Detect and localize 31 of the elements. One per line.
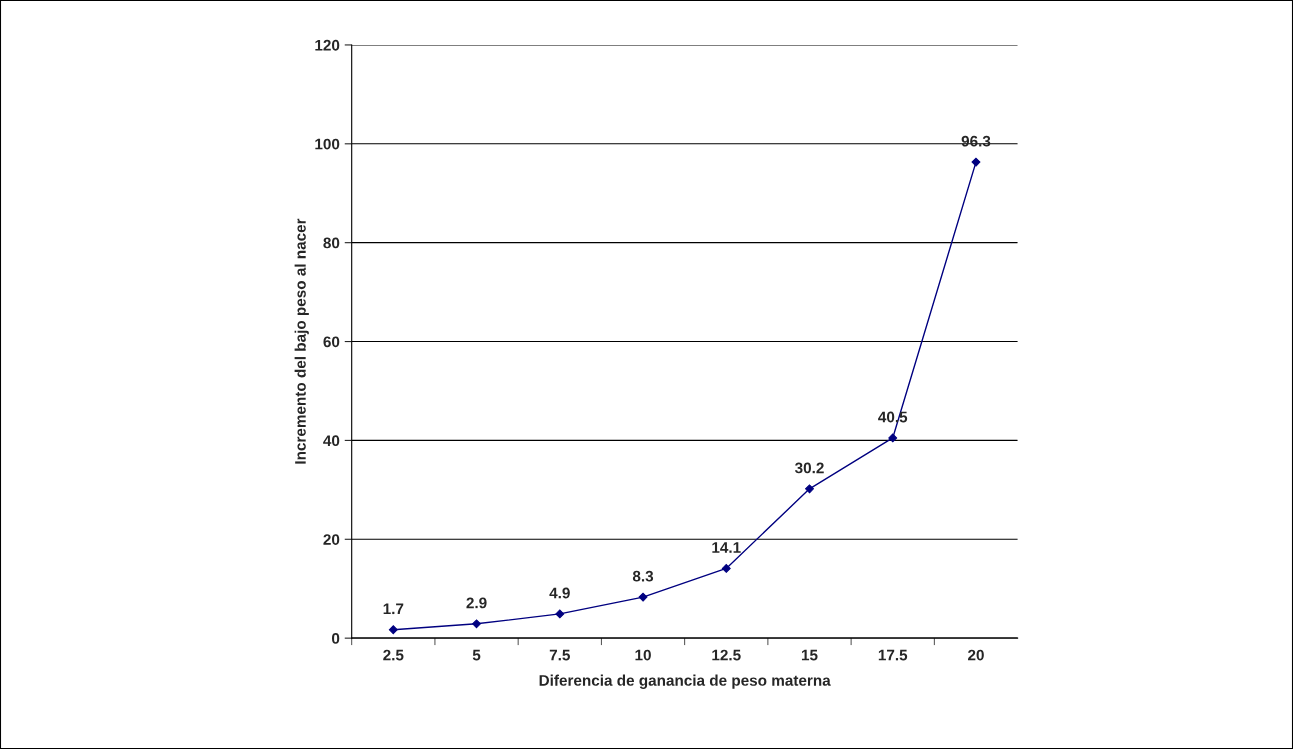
- y-tick-label: 120: [315, 39, 340, 51]
- data-label: 4.9: [549, 587, 570, 599]
- x-tick-label: 5: [472, 649, 481, 661]
- data-label: 1.7: [383, 603, 404, 615]
- x-tick-label: 2.5: [383, 649, 404, 661]
- x-tick-label: 10: [635, 649, 651, 661]
- y-axis-title: Incremento del bajo peso al nacer: [294, 218, 309, 464]
- y-tick-label: 80: [323, 237, 340, 249]
- point: [971, 157, 981, 167]
- data-label: 30.2: [794, 462, 824, 474]
- y-tick-label: 0: [332, 633, 340, 644]
- point: [555, 609, 565, 619]
- data-label: 2.9: [466, 597, 487, 609]
- y-tick-label: 20: [323, 534, 340, 545]
- y-tick-label: 100: [315, 138, 340, 150]
- y-tick-label: 40: [323, 435, 340, 447]
- point: [388, 625, 398, 635]
- x-tick-label: 7.5: [549, 649, 570, 661]
- x-tick-label: 12.5: [712, 649, 741, 661]
- x-tick-label: 17.5: [878, 649, 908, 661]
- point: [638, 592, 648, 602]
- x-tick-label: 15: [801, 649, 818, 661]
- point: [472, 619, 481, 629]
- y-tick-label: 60: [323, 336, 340, 348]
- point: [721, 564, 731, 573]
- point: [805, 484, 814, 494]
- x-tick-label: 20: [968, 649, 984, 661]
- x-axis-title: Diferencia de ganancia de peso materna: [539, 674, 831, 689]
- data-label: 14.1: [712, 542, 741, 553]
- point: [888, 433, 898, 443]
- data-label: 8.3: [632, 570, 654, 582]
